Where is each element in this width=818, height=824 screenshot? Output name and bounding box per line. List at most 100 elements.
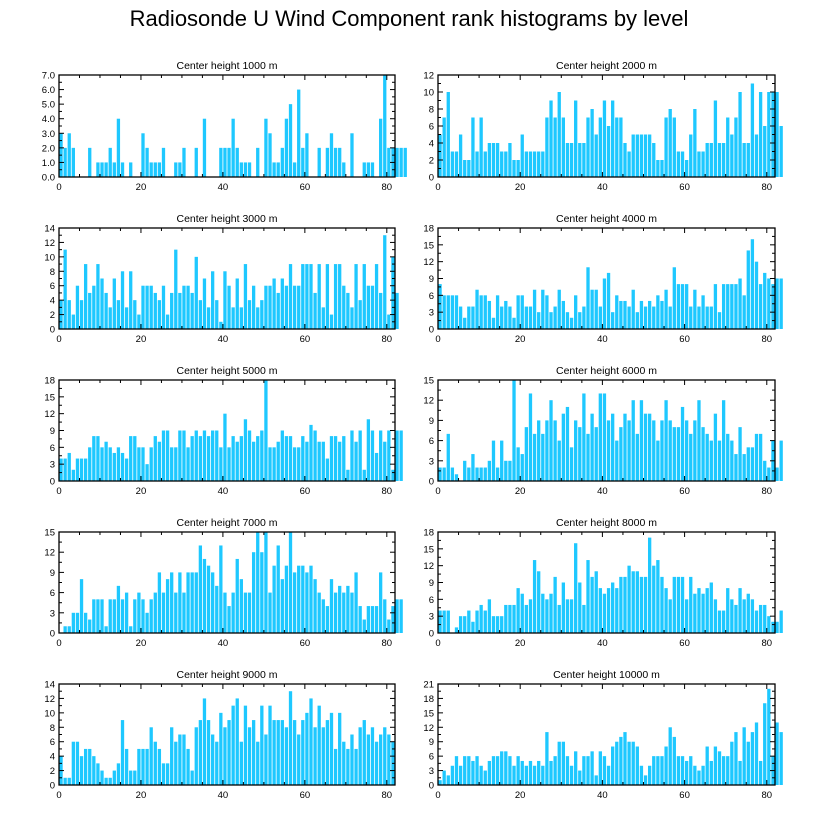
y-tick-label: 4.0 xyxy=(42,114,55,125)
y-tick-label: 0 xyxy=(429,477,434,488)
histogram-bar xyxy=(586,118,589,178)
histogram-bar xyxy=(88,447,91,481)
histogram-bar xyxy=(541,434,544,481)
histogram-bar xyxy=(706,143,709,177)
histogram-bar xyxy=(615,295,618,329)
histogram-bar xyxy=(277,442,280,481)
histogram-bar xyxy=(500,616,503,633)
histogram-bar xyxy=(471,118,474,178)
histogram-bar xyxy=(619,577,622,633)
histogram-bar xyxy=(562,301,565,329)
histogram-bar xyxy=(541,290,544,329)
histogram-bar xyxy=(342,162,345,177)
x-tick-label: 40 xyxy=(218,334,229,345)
histogram-bar xyxy=(726,284,729,329)
histogram-bar xyxy=(734,732,737,785)
histogram-bar xyxy=(248,300,251,329)
histogram-bar xyxy=(334,264,337,329)
histogram-bar xyxy=(199,436,202,481)
histogram-bar xyxy=(293,286,296,329)
histogram-bar xyxy=(80,579,83,633)
histogram-bar xyxy=(170,727,173,785)
histogram-bar xyxy=(88,620,91,633)
panel-6: Center height 6000 m0 20 40 60 8003691215 xyxy=(423,365,782,497)
histogram-bar xyxy=(664,400,667,481)
x-tick-label: 0 xyxy=(56,334,61,345)
histogram-bar xyxy=(697,588,700,633)
histogram-bar xyxy=(215,586,218,633)
histogram-bar xyxy=(533,560,536,633)
histogram-bar xyxy=(697,152,700,178)
histogram-bar xyxy=(697,307,700,329)
histogram-bar xyxy=(289,436,292,481)
y-tick-label: 6 xyxy=(50,443,55,454)
histogram-bar xyxy=(223,414,226,481)
histogram-bar xyxy=(751,239,754,329)
histogram-bar xyxy=(730,599,733,633)
y-tick-label: 0.0 xyxy=(42,173,55,184)
histogram-bar xyxy=(533,152,536,178)
histogram-bar xyxy=(447,295,450,329)
histogram-bar xyxy=(443,118,446,178)
histogram-bar xyxy=(714,284,717,329)
histogram-bar xyxy=(215,742,218,785)
x-tick-label: 80 xyxy=(761,334,772,345)
y-tick-label: 3 xyxy=(50,608,55,619)
histogram-bar xyxy=(84,749,87,785)
histogram-bar xyxy=(104,442,107,481)
histogram-bar xyxy=(525,152,528,178)
x-tick-label: 20 xyxy=(136,486,147,497)
panel-title: Center height 2000 m xyxy=(556,60,657,72)
histogram-bar xyxy=(223,593,226,633)
histogram-bar xyxy=(150,599,153,633)
histogram-bar xyxy=(404,148,407,177)
histogram-bar xyxy=(350,735,353,786)
histogram-bar xyxy=(63,459,66,481)
histogram-bar xyxy=(537,420,540,481)
histogram-bar xyxy=(627,307,630,329)
histogram-bar xyxy=(582,393,585,481)
histogram-bar xyxy=(268,447,271,481)
histogram-bar xyxy=(313,293,316,329)
histogram-bar xyxy=(309,566,312,633)
y-tick-label: 6 xyxy=(50,588,55,599)
histogram-bar xyxy=(607,273,610,329)
histogram-bar xyxy=(371,606,374,633)
histogram-bar xyxy=(660,420,663,481)
histogram-bar xyxy=(305,442,308,481)
histogram-bar xyxy=(566,407,569,481)
histogram-bar xyxy=(133,599,136,633)
histogram-bar xyxy=(80,459,83,481)
histogram-bar xyxy=(244,264,247,329)
histogram-bar xyxy=(529,393,532,481)
y-tick-label: 2 xyxy=(50,766,55,777)
histogram-bar xyxy=(607,126,610,177)
y-tick-label: 6 xyxy=(429,752,434,763)
histogram-bar xyxy=(730,284,733,329)
histogram-bar xyxy=(763,273,766,329)
y-tick-label: 3.0 xyxy=(42,129,55,140)
histogram-bar xyxy=(264,380,267,481)
histogram-bar xyxy=(738,279,741,330)
histogram-bar xyxy=(685,284,688,329)
histogram-bar xyxy=(611,414,614,481)
histogram-bar xyxy=(570,766,573,785)
histogram-bar xyxy=(751,447,754,481)
histogram-bar xyxy=(747,250,750,329)
y-tick-label: 6 xyxy=(429,291,434,302)
histogram-bar xyxy=(145,749,148,785)
histogram-bar xyxy=(718,143,721,177)
histogram-bar xyxy=(68,778,71,785)
histogram-bar xyxy=(330,436,333,481)
histogram-bar xyxy=(285,566,288,633)
histogram-bar xyxy=(256,148,259,177)
histogram-bar xyxy=(525,307,528,329)
histogram-bar xyxy=(656,756,659,785)
x-tick-label: 20 xyxy=(136,790,147,801)
histogram-bar xyxy=(780,441,783,481)
histogram-bar xyxy=(318,442,321,481)
histogram-bar xyxy=(367,162,370,177)
histogram-bar xyxy=(443,468,446,481)
x-tick-label: 0 xyxy=(56,790,61,801)
histogram-bar xyxy=(63,626,66,633)
